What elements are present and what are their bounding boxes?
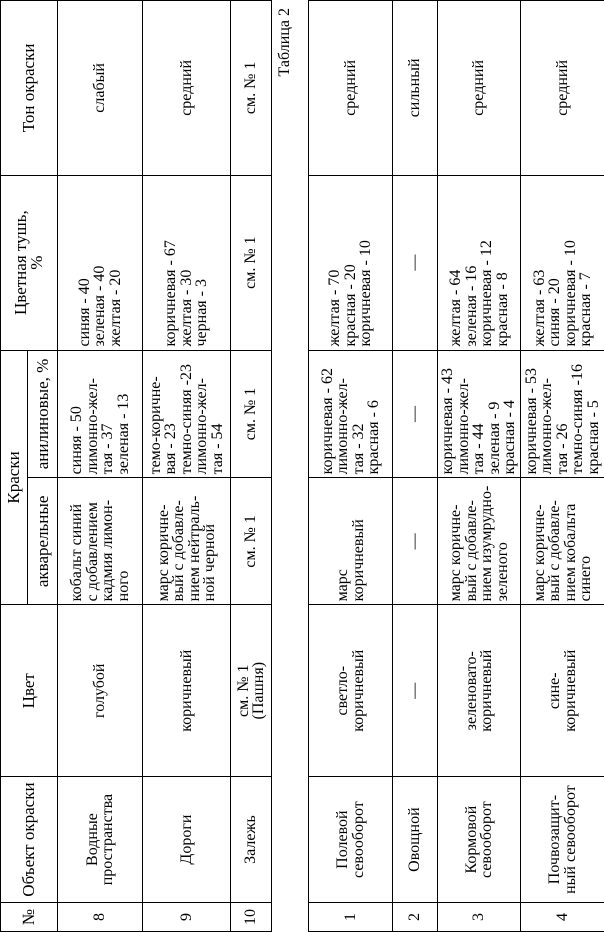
cell-color: голубой: [57, 604, 143, 777]
cell-color: см. № 1 (Пашня): [230, 604, 272, 777]
cell-aniline: коричневая - 62 лимонно-жел- тая - 32 кр…: [308, 350, 393, 478]
cell-num: 10: [230, 902, 272, 932]
header-object: Объект окраски: [0, 776, 58, 903]
header-aniline: анилиновые, %: [27, 350, 58, 478]
cell-tone: сильный: [392, 0, 438, 176]
cell-object: Почвозащит- ный севооборот: [520, 776, 604, 903]
cell-num: 1: [308, 902, 393, 932]
header-paints: Краски: [0, 350, 28, 605]
cell-num: 9: [142, 902, 231, 932]
cell-ink: желтая - 70 красная - 20 коричневая - 10: [308, 175, 393, 351]
cell-tone: слабый: [57, 0, 143, 176]
cell-aniline: синяя - 50 лимонно-жел- тая - 37 зеленая…: [57, 350, 143, 478]
cell-object: Овощной: [392, 776, 438, 903]
cell-color: светло- коричневый: [308, 604, 393, 777]
cell-aniline: коричневая - 43 лимонно-жел- тая - 44 зе…: [437, 350, 521, 478]
cell-tone: средний: [520, 0, 604, 176]
cell-num: 2: [392, 902, 438, 932]
cell-ink: —: [392, 175, 438, 351]
cell-tone: средний: [142, 0, 231, 176]
cell-watercolor: см. № 1: [230, 477, 272, 605]
cell-ink: желтая - 63 синяя - 20 коричневая - 10 к…: [520, 175, 604, 351]
table-row: 1 Полевой севооборот светло- коричневый мар…: [308, 0, 393, 932]
cell-color: коричневый: [142, 604, 231, 777]
cell-color: —: [392, 604, 438, 777]
cell-object: Полевой севооборот: [308, 776, 393, 903]
cell-aniline: темо-коричне- вая - 23 темно-синяя -23 л…: [142, 350, 231, 478]
cell-watercolor: марс коричне- вый с добавле- нием кобаль…: [520, 477, 604, 605]
header-color: Цвет: [0, 604, 58, 777]
cell-ink: синяя - 40 зеленая - 40 желтая - 20: [57, 175, 143, 351]
table-2: 1 Полевой севооборот светло- коричневый мар…: [308, 0, 604, 932]
cell-color: сине- коричневый: [520, 604, 604, 777]
cell-aniline: —: [392, 350, 438, 478]
header-num: №: [0, 902, 58, 932]
cell-watercolor: марс коричне- вый с добавле- нием нейтра…: [142, 477, 231, 605]
cell-aniline: коричневая - 53 лимонно-жел- тая - 26 те…: [520, 350, 604, 478]
cell-aniline: см. № 1: [230, 350, 272, 478]
table-row: 2 Овощной — — — — сильный: [392, 0, 438, 932]
cell-num: 4: [520, 902, 604, 932]
cell-tone: средний: [308, 0, 393, 176]
cell-ink: коричневая - 67 желтая - 30 черная - 3: [142, 175, 231, 351]
cell-watercolor: —: [392, 477, 438, 605]
cell-num: 8: [57, 902, 143, 932]
cell-watercolor: марс коричневый: [308, 477, 393, 605]
cell-object: Залежь: [230, 776, 272, 903]
cell-tone: см. № 1: [230, 0, 272, 176]
table-row: 9 Дороги коричневый марс коричне- вый с доб…: [142, 0, 231, 932]
header-watercolor: акварельные: [27, 477, 58, 605]
cell-watercolor: марс коричне- вый с добавле- нием изумру…: [437, 477, 521, 605]
table-row: 3 Кормовой севооборот зеленовато- коричнев…: [437, 0, 521, 932]
cell-num: 3: [437, 902, 521, 932]
table-row: 4 Почвозащит- ный севооборот сине- коричне…: [520, 0, 604, 932]
header-tone: Тон окраски: [0, 0, 58, 176]
cell-ink: см. № 1: [230, 175, 272, 351]
table-row: 8 Водные пространства голубой кобальт синий…: [57, 0, 143, 932]
cell-tone: средний: [437, 0, 521, 176]
cell-color: зеленовато- коричневый: [437, 604, 521, 777]
cell-object: Водные пространства: [57, 776, 143, 903]
header-ink: Цветная тушь, %: [0, 175, 58, 351]
table-2-caption: Таблица 2: [276, 8, 293, 77]
cell-object: Дороги: [142, 776, 231, 903]
cell-ink: желтая - 64 зеленая - 16 коричневая - 12…: [437, 175, 521, 351]
table-1: № Объект окраски Цвет Краски Цветная туш…: [0, 0, 272, 932]
cell-watercolor: кобальт синий с добавлением кадмия лимон…: [57, 477, 143, 605]
cell-object: Кормовой севооборот: [437, 776, 521, 903]
table-row: 10 Залежь см. № 1 (Пашня) см. № 1 см. № 1 см.…: [230, 0, 272, 932]
